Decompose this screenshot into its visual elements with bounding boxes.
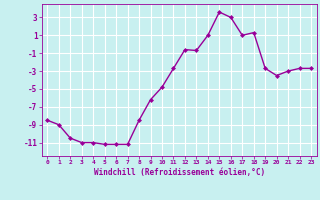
- X-axis label: Windchill (Refroidissement éolien,°C): Windchill (Refroidissement éolien,°C): [94, 168, 265, 177]
